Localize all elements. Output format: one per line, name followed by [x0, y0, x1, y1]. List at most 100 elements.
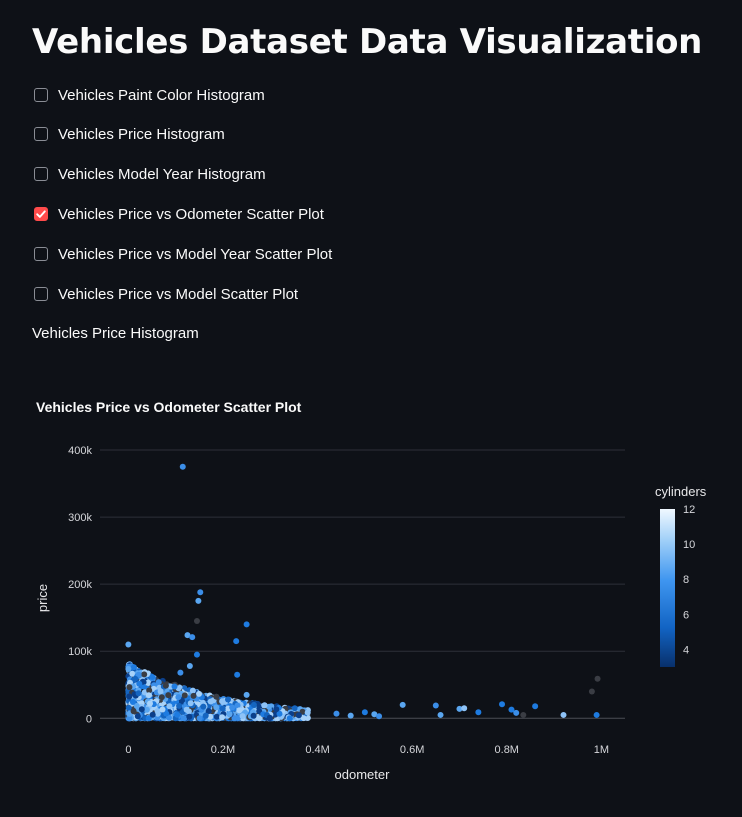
- data-point: [147, 700, 153, 707]
- data-point: [154, 708, 161, 715]
- checkbox-price-vs-model-scatter[interactable]: Vehicles Price vs Model Scatter Plot: [34, 284, 298, 304]
- outlier-points: [125, 463, 601, 720]
- checkbox-model-year-histogram[interactable]: Vehicles Model Year Histogram: [34, 164, 266, 184]
- checkbox-price-vs-model-year-scatter[interactable]: Vehicles Price vs Model Year Scatter Plo…: [34, 244, 332, 264]
- data-point-outlier: [243, 621, 250, 628]
- checkbox-box[interactable]: [34, 247, 48, 261]
- data-point-outlier: [189, 634, 196, 641]
- data-point: [126, 693, 133, 700]
- data-point: [304, 709, 311, 716]
- checkbox-box[interactable]: [34, 167, 48, 181]
- checkbox-paint-color-histogram[interactable]: Vehicles Paint Color Histogram: [34, 85, 265, 105]
- data-point: [213, 713, 220, 720]
- data-point-outlier: [588, 688, 595, 695]
- data-point: [162, 682, 169, 689]
- data-point: [186, 713, 193, 720]
- colorbar-gradient: [660, 509, 675, 667]
- data-point: [234, 702, 241, 709]
- y-tick-label: 300k: [68, 512, 92, 524]
- checkbox-box[interactable]: [34, 127, 48, 141]
- x-tick-labels: 0 0.2M 0.4M 0.6M 0.8M 1M: [125, 744, 609, 756]
- data-point: [266, 714, 273, 721]
- data-point: [155, 679, 162, 686]
- x-tick-label: 0: [125, 744, 131, 756]
- data-point: [135, 671, 142, 678]
- colorbar: cylinders 4 6 8 10 12: [655, 484, 707, 667]
- data-point: [133, 702, 140, 709]
- y-tick-label: 400k: [68, 445, 92, 457]
- data-point: [174, 711, 181, 718]
- gridlines: [100, 449, 625, 719]
- section-note: Vehicles Price Histogram: [32, 325, 199, 342]
- data-point-outlier: [186, 662, 193, 669]
- data-point: [134, 713, 141, 720]
- data-point-outlier: [376, 713, 383, 720]
- data-point: [196, 715, 203, 722]
- checkbox-label: Vehicles Price vs Odometer Scatter Plot: [58, 205, 324, 223]
- data-point-outlier: [193, 618, 200, 625]
- data-point: [143, 706, 150, 713]
- colorbar-tick-labels: 4 6 8 10 12: [683, 504, 695, 656]
- data-point-outlier: [234, 671, 241, 678]
- data-point: [187, 700, 194, 707]
- x-tick-label: 0.6M: [400, 744, 424, 756]
- data-point: [219, 714, 226, 721]
- data-point: [295, 712, 302, 719]
- data-point: [196, 690, 202, 697]
- checkbox-box[interactable]: [34, 88, 48, 102]
- data-point-outlier: [333, 710, 340, 717]
- data-point: [261, 702, 268, 709]
- data-point: [236, 707, 243, 714]
- data-point-outlier: [532, 703, 539, 710]
- checkbox-box[interactable]: [34, 287, 48, 301]
- data-point: [145, 715, 152, 722]
- data-point: [159, 706, 166, 713]
- scatter-chart[interactable]: 0 0.2M 0.4M 0.6M 0.8M 1M 0 100k 200k 300k 400k od…: [0, 440, 742, 800]
- data-point: [130, 664, 137, 671]
- data-point: [276, 710, 283, 717]
- checkbox-box-checked[interactable]: [34, 207, 48, 221]
- y-axis-title: price: [35, 584, 50, 612]
- data-point-outlier: [177, 669, 184, 676]
- data-point: [145, 692, 152, 699]
- data-point: [146, 687, 153, 694]
- data-point: [181, 692, 188, 699]
- checkbox-price-vs-odometer-scatter[interactable]: Vehicles Price vs Odometer Scatter Plot: [34, 204, 324, 224]
- data-point: [130, 708, 137, 715]
- x-axis-title: odometer: [335, 767, 391, 782]
- colorbar-tick-label: 10: [683, 539, 695, 551]
- data-point: [129, 699, 136, 705]
- y-tick-label: 200k: [68, 579, 92, 591]
- data-point-outlier: [193, 651, 200, 658]
- data-point: [202, 712, 209, 719]
- checkbox-label: Vehicles Model Year Histogram: [58, 165, 266, 183]
- data-point-outlier: [243, 691, 250, 698]
- data-point-outlier: [513, 709, 520, 716]
- data-point: [126, 684, 133, 691]
- data-point-outlier: [179, 463, 186, 470]
- data-point: [291, 705, 298, 712]
- data-point: [129, 670, 136, 677]
- x-tick-label: 0.8M: [495, 744, 519, 756]
- data-point: [125, 666, 132, 672]
- data-point: [145, 680, 152, 686]
- data-point-outlier: [560, 711, 567, 718]
- y-tick-label: 100k: [68, 646, 92, 658]
- data-point: [141, 671, 148, 678]
- data-point: [135, 690, 142, 697]
- data-point-outlier: [233, 638, 240, 645]
- data-point: [138, 706, 145, 713]
- data-point: [213, 704, 220, 711]
- data-point: [171, 683, 178, 690]
- checkbox-label: Vehicles Price vs Model Year Scatter Plo…: [58, 245, 333, 263]
- checkbox-price-histogram[interactable]: Vehicles Price Histogram: [34, 124, 225, 144]
- data-point-outlier: [371, 711, 378, 718]
- colorbar-tick-label: 6: [683, 609, 689, 621]
- page-title: Vehicles Dataset Data Visualization: [32, 22, 703, 62]
- data-point: [175, 694, 182, 701]
- data-point: [229, 704, 236, 711]
- data-point: [300, 715, 307, 722]
- y-tick-labels: 0 100k 200k 300k 400k: [68, 445, 92, 725]
- data-point-outlier: [197, 589, 204, 596]
- data-point-outlier: [347, 712, 354, 719]
